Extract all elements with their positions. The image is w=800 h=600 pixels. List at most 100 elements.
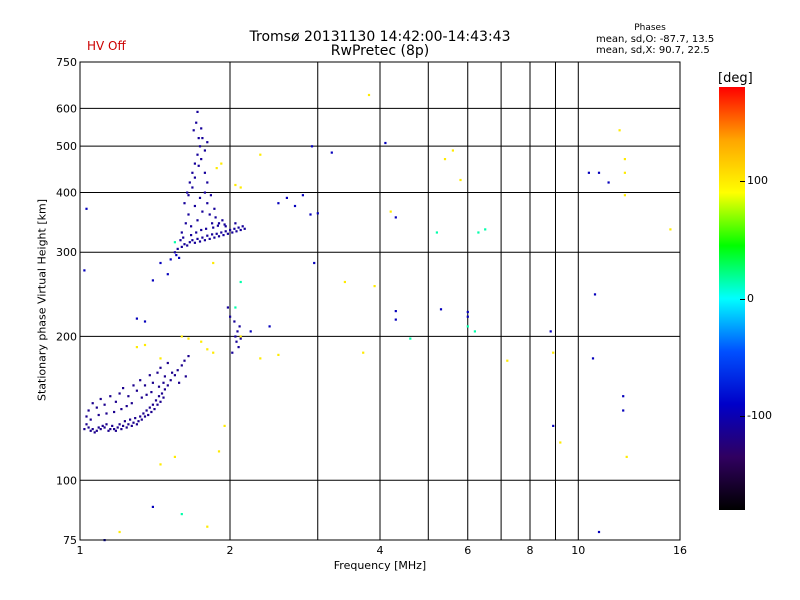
data-point: [134, 417, 137, 420]
data-point: [150, 391, 153, 394]
data-point: [156, 371, 159, 374]
data-point: [216, 224, 219, 227]
data-point: [163, 375, 166, 378]
data-point: [220, 162, 223, 165]
data-point: [285, 196, 288, 199]
data-point: [143, 320, 147, 323]
data-point: [200, 228, 203, 232]
data-point: [196, 237, 199, 240]
data-point: [268, 325, 271, 328]
data-point: [173, 374, 176, 377]
data-point: [313, 261, 316, 265]
data-point: [212, 351, 215, 354]
data-point: [201, 137, 204, 140]
y-tick-label: 750: [56, 56, 77, 69]
data-point: [196, 153, 199, 156]
data-point: [148, 406, 151, 409]
data-point: [85, 423, 88, 426]
data-point: [162, 381, 165, 384]
data-point: [91, 402, 94, 405]
data-point: [159, 366, 162, 369]
data-point: [143, 415, 147, 418]
data-point: [147, 413, 150, 417]
data-point: [130, 424, 133, 427]
data-point: [89, 418, 92, 421]
data-point: [159, 463, 162, 466]
data-point: [506, 359, 509, 362]
data-point: [166, 384, 169, 387]
data-point: [176, 369, 179, 372]
data-point: [587, 171, 590, 174]
data-point: [223, 424, 226, 427]
data-point: [235, 340, 238, 343]
data-point: [473, 330, 476, 333]
data-point: [208, 237, 211, 240]
data-point: [118, 423, 121, 426]
data-point: [118, 392, 121, 395]
data-point: [217, 235, 221, 238]
data-point: [180, 335, 183, 338]
data-point: [123, 420, 126, 423]
data-point: [409, 337, 412, 340]
data-point: [394, 318, 397, 321]
data-point: [223, 223, 226, 226]
data-point: [180, 245, 183, 248]
y-tick-label: 200: [56, 330, 77, 343]
data-point: [224, 225, 227, 228]
data-point: [237, 346, 240, 349]
data-point: [198, 196, 202, 199]
data-point: [597, 171, 601, 174]
data-point: [135, 346, 138, 349]
data-point: [466, 325, 469, 328]
data-point: [234, 335, 237, 338]
data-point: [114, 400, 117, 403]
data-point: [209, 194, 212, 197]
data-point: [101, 424, 104, 427]
data-point: [191, 239, 194, 242]
data-point: [195, 121, 198, 124]
chart-title: Tromsø 20131130 14:42:00-14:43:43: [249, 29, 511, 45]
data-point: [135, 317, 138, 320]
data-point: [214, 216, 217, 219]
colorbar-unit-label: [deg]: [718, 71, 753, 86]
colorbar-tick-label: 100: [747, 174, 768, 187]
data-point: [193, 176, 196, 179]
data-point: [234, 222, 237, 225]
colorbar-tick-label: 0: [747, 291, 754, 305]
data-point: [143, 343, 147, 347]
data-point: [99, 428, 102, 431]
data-point: [277, 202, 280, 205]
data-point: [173, 241, 176, 244]
data-point: [89, 429, 92, 432]
x-tick-label: 8: [527, 544, 534, 557]
data-point: [389, 210, 392, 213]
data-point: [125, 405, 128, 408]
data-point: [180, 364, 183, 367]
data-point: [220, 231, 223, 234]
x-tick-label: 4: [377, 544, 384, 557]
data-point: [157, 395, 161, 398]
data-point: [310, 145, 314, 148]
data-point: [139, 415, 142, 418]
data-point: [239, 280, 242, 284]
data-point: [142, 412, 145, 415]
data-point: [135, 389, 138, 392]
x-tick-label: 16: [673, 544, 687, 557]
data-point: [466, 315, 469, 318]
data-point: [193, 241, 196, 244]
data-point: [178, 381, 181, 384]
data-point: [229, 315, 232, 318]
data-point: [241, 225, 244, 228]
data-point: [179, 239, 182, 242]
data-point: [191, 186, 194, 189]
data-point: [201, 210, 204, 213]
data-point: [231, 231, 234, 234]
data-point: [552, 424, 555, 427]
data-point: [213, 236, 216, 239]
data-point: [183, 243, 186, 246]
data-point: [83, 428, 86, 431]
data-point: [459, 178, 462, 182]
data-point: [129, 418, 132, 421]
hv-status-label: HV Off: [87, 39, 126, 53]
